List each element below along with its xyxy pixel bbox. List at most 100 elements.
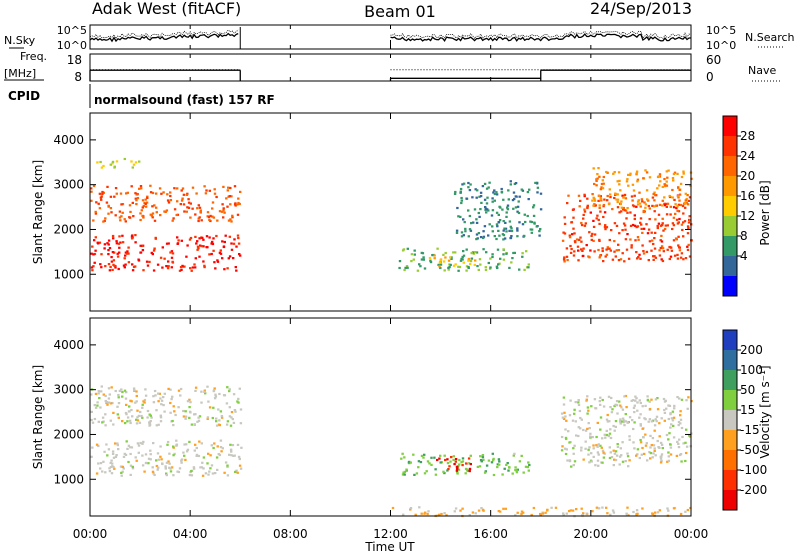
heat-cell-1 bbox=[120, 203, 123, 206]
heat-cell-1 bbox=[215, 420, 218, 423]
heat-cell-4 bbox=[595, 506, 599, 509]
heat-cell-5 bbox=[512, 207, 515, 210]
heat-cell-5 bbox=[685, 445, 689, 448]
heat-cell-5 bbox=[614, 450, 618, 453]
heat-cell-5 bbox=[670, 423, 673, 426]
heat-cell-4 bbox=[627, 514, 630, 517]
heat-cell-0 bbox=[197, 454, 201, 458]
heat-cell-7 bbox=[663, 196, 666, 199]
heat-cell-5 bbox=[633, 447, 636, 450]
heat-cell-2 bbox=[479, 455, 482, 458]
heat-cell-2 bbox=[515, 469, 518, 472]
heat-cell-1 bbox=[203, 390, 206, 393]
heat-cell-1 bbox=[151, 191, 155, 195]
heat-cell-7 bbox=[646, 198, 649, 201]
heat-cell-6 bbox=[687, 199, 690, 202]
heat-cell-1 bbox=[116, 405, 119, 408]
heat-cell-1 bbox=[101, 190, 104, 194]
heat-cell-1 bbox=[213, 397, 217, 400]
heat-cell-5 bbox=[668, 404, 672, 407]
heat-cell-0 bbox=[214, 472, 217, 475]
heat-cell-3 bbox=[449, 263, 452, 266]
power-ytick-label-3: 1000 bbox=[53, 267, 84, 281]
heat-cell-7 bbox=[595, 184, 598, 187]
heat-cell-1 bbox=[130, 185, 133, 188]
heat-cell-1 bbox=[211, 201, 215, 204]
heat-cell-1 bbox=[232, 421, 236, 424]
heat-cell-6 bbox=[593, 250, 596, 253]
heat-cell-2 bbox=[496, 463, 499, 466]
heat-cell-1 bbox=[128, 419, 132, 422]
heat-cell-5 bbox=[652, 444, 656, 447]
heat-cell-0 bbox=[212, 249, 215, 252]
heat-cell-6 bbox=[664, 224, 667, 227]
heat-cell-1 bbox=[114, 389, 117, 393]
heat-cell-1 bbox=[141, 416, 144, 419]
heat-cell-6 bbox=[598, 238, 601, 241]
heat-cell-1 bbox=[214, 393, 217, 396]
heat-cell-6 bbox=[645, 250, 649, 253]
heat-cell-0 bbox=[129, 464, 133, 467]
heat-cell-5 bbox=[681, 435, 684, 439]
heat-cell-1 bbox=[140, 414, 143, 418]
heat-cell-5 bbox=[509, 237, 512, 240]
heat-cell-0 bbox=[199, 466, 202, 469]
heat-cell-1 bbox=[206, 416, 210, 419]
heat-cell-5 bbox=[601, 437, 604, 440]
heat-cell-0 bbox=[129, 446, 132, 449]
heat-cell-5 bbox=[459, 187, 463, 191]
velocity-colorbar-label: Velocity [m s⁻¹] bbox=[758, 365, 772, 458]
heat-cell-7 bbox=[653, 199, 656, 202]
heat-cell-2 bbox=[111, 162, 114, 165]
heat-cell-6 bbox=[665, 213, 669, 216]
heat-cell-4 bbox=[453, 510, 456, 513]
heat-cell-7 bbox=[629, 172, 632, 175]
heat-cell-5 bbox=[656, 408, 660, 411]
heat-cell-2 bbox=[446, 462, 450, 465]
heat-cell-0 bbox=[190, 269, 193, 272]
heat-cell-3 bbox=[479, 263, 482, 266]
heat-cell-6 bbox=[584, 222, 587, 225]
heat-cell-0 bbox=[239, 254, 242, 257]
heat-cell-1 bbox=[98, 207, 102, 210]
heat-cell-5 bbox=[610, 396, 613, 400]
heat-cell-5 bbox=[475, 238, 478, 241]
heat-cell-1 bbox=[184, 415, 188, 418]
velocity-ytick-label-3: 1000 bbox=[53, 472, 84, 486]
heat-cell-1 bbox=[90, 418, 93, 422]
heat-cell-2 bbox=[492, 459, 495, 462]
heat-cell-0 bbox=[193, 449, 196, 452]
heat-cell-3 bbox=[444, 458, 447, 462]
heat-cell-1 bbox=[143, 398, 147, 402]
heat-cell-6 bbox=[585, 244, 588, 247]
heat-cell-0 bbox=[145, 461, 148, 465]
heat-cell-0 bbox=[165, 265, 168, 268]
heat-cell-0 bbox=[237, 455, 241, 458]
heat-cell-3 bbox=[469, 260, 473, 263]
heat-cell-4 bbox=[454, 263, 457, 266]
heat-cell-1 bbox=[179, 394, 182, 397]
heat-cell-0 bbox=[233, 238, 236, 241]
heat-cell-5 bbox=[615, 404, 619, 407]
heat-cell-6 bbox=[690, 239, 693, 242]
heat-cell-1 bbox=[239, 190, 242, 193]
heat-cell-0 bbox=[185, 255, 188, 258]
heat-cell-7 bbox=[598, 194, 601, 197]
heat-cell-6 bbox=[568, 234, 571, 237]
heat-cell-5 bbox=[521, 189, 525, 192]
heat-cell-1 bbox=[92, 184, 96, 188]
heat-cell-5 bbox=[457, 215, 460, 218]
heat-cell-0 bbox=[114, 442, 117, 445]
heat-cell-3 bbox=[412, 258, 415, 261]
heat-cell-4 bbox=[414, 513, 417, 516]
heat-cell-6 bbox=[670, 249, 674, 252]
heat-cell-1 bbox=[230, 411, 234, 414]
heat-cell-1 bbox=[114, 214, 117, 217]
noise-tick-right-lo: 10^0 bbox=[706, 39, 736, 52]
heat-cell-7 bbox=[685, 197, 688, 201]
heat-cell-5 bbox=[624, 460, 627, 463]
heat-cell-1 bbox=[233, 409, 237, 412]
heat-cell-0 bbox=[229, 443, 232, 446]
heat-cell-5 bbox=[649, 434, 652, 437]
heat-cell-7 bbox=[591, 193, 594, 196]
